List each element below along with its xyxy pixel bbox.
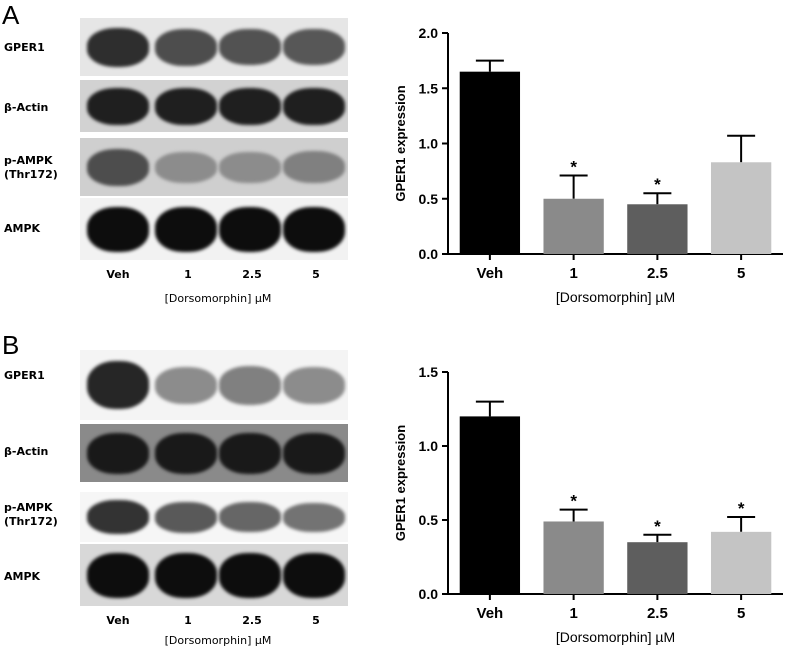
- blot-band: [219, 433, 281, 474]
- y-tick-label: 2.0: [419, 25, 439, 41]
- blot-band: [155, 88, 217, 125]
- blot-strip-gper1: [80, 18, 348, 76]
- bar: [543, 198, 604, 254]
- bar: [627, 542, 688, 594]
- blot-band: [155, 152, 217, 183]
- blot-band: [87, 149, 149, 186]
- blot-row-label-pampk: p-AMPK (Thr172): [4, 501, 58, 528]
- bar-chart-b: 0.0 0.5 1.0 1.5 Veh 1 * 2.5 * 5 * [Dorsomorphin] µM…: [393, 364, 783, 645]
- blot-row-label-actin: β-Actin: [4, 101, 49, 114]
- lane-label: 5: [312, 268, 320, 281]
- blot-band: [219, 152, 281, 183]
- x-tick-label: Veh: [477, 605, 504, 622]
- blot-band: [219, 88, 281, 125]
- x-tick-label: 1: [569, 265, 577, 282]
- blot-band: [283, 151, 345, 183]
- blot-strip-pampk: [80, 138, 348, 196]
- blot-strip-actin: [80, 80, 348, 132]
- lane-label: 2.5: [242, 614, 262, 627]
- blot-band: [283, 553, 345, 598]
- x-tick-label: 5: [737, 605, 745, 622]
- significance-marker: *: [738, 499, 745, 518]
- blot-band: [283, 433, 345, 474]
- blot-band: [219, 366, 281, 405]
- blot-band: [87, 361, 149, 409]
- blot-strip-ampk: [80, 544, 348, 606]
- lane-label: Veh: [106, 614, 130, 627]
- blot-band: [283, 367, 345, 404]
- y-axis-label: GPER1 expression: [393, 425, 408, 541]
- blot-band: [155, 502, 217, 533]
- bar: [459, 71, 521, 254]
- bar: [710, 162, 772, 254]
- blot-x-axis-label: [Dorsomorphin] µM: [164, 634, 272, 647]
- blot-band: [219, 553, 281, 598]
- blot-row-label-ampk: AMPK: [4, 222, 41, 235]
- y-tick-label: 1.5: [419, 364, 439, 380]
- bar-chart-a: 0.0 0.5 1.0 1.5 2.0 Veh 1 * 2.5 * 5 [Dorsomorphin] …: [393, 25, 783, 305]
- x-tick-label: 2.5: [647, 265, 668, 282]
- blot-row-label-gper1: GPER1: [4, 41, 45, 54]
- bar: [627, 204, 688, 254]
- lane-label: 1: [184, 614, 192, 627]
- blot-band: [283, 207, 345, 252]
- blot-band: [87, 500, 149, 534]
- x-tick-label: 5: [737, 265, 745, 282]
- y-tick-label: 0.0: [419, 586, 439, 602]
- panel-a: A GPER1 β-Actin p-AMPK (Thr172) AMPK Veh…: [2, 0, 783, 305]
- blot-band: [155, 207, 217, 252]
- panel-b: B GPER1 β-Actin p-AMPK (Thr172) AMPK Veh…: [0, 326, 793, 652]
- significance-marker: *: [654, 517, 661, 536]
- bar: [543, 521, 604, 594]
- blot-band: [87, 28, 149, 67]
- blot-band: [283, 503, 345, 532]
- blot-band: [219, 207, 281, 252]
- blot-x-axis-label: [Dorsomorphin] µM: [164, 292, 272, 305]
- blot-band: [155, 29, 217, 66]
- blot-strip-ampk: [80, 198, 348, 260]
- y-tick-label: 1.0: [419, 136, 439, 152]
- blot-band: [155, 433, 217, 474]
- blot-strip-actin: [80, 424, 348, 482]
- blot-band: [87, 433, 149, 474]
- blot-band: [155, 367, 217, 404]
- bar: [459, 416, 521, 594]
- y-tick-label: 0.5: [419, 512, 439, 528]
- x-axis-label: [Dorsomorphin] µM: [556, 629, 675, 645]
- blot-row-label-actin: β-Actin: [4, 445, 49, 458]
- panel-letter: A: [2, 0, 20, 30]
- x-tick-label: Veh: [477, 265, 504, 282]
- blot-row-label-ampk: AMPK: [4, 570, 41, 583]
- y-tick-label: 0.0: [419, 246, 439, 262]
- blot-strip-gper1: [80, 350, 348, 420]
- lane-label: Veh: [106, 268, 130, 281]
- blot-band: [87, 88, 149, 125]
- blot-band: [283, 29, 345, 65]
- significance-marker: *: [570, 158, 577, 177]
- blot-band: [87, 207, 149, 252]
- blot-band: [219, 502, 281, 532]
- blot-band: [219, 29, 281, 65]
- panel-letter: B: [2, 330, 20, 360]
- blot-band: [155, 553, 217, 598]
- blot-row-label-pampk: p-AMPK (Thr172): [4, 154, 58, 181]
- y-axis-label: GPER1 expression: [393, 85, 408, 201]
- significance-marker: *: [654, 175, 661, 194]
- y-tick-label: 1.0: [419, 438, 439, 454]
- blot-row-label-gper1: GPER1: [4, 369, 45, 382]
- lane-label: 2.5: [242, 268, 262, 281]
- y-tick-label: 1.5: [419, 80, 439, 96]
- blot-strip-pampk: [80, 492, 348, 542]
- y-tick-label: 0.5: [419, 191, 439, 207]
- x-axis-label: [Dorsomorphin] µM: [556, 289, 675, 305]
- blot-band: [283, 88, 345, 125]
- bar: [710, 531, 772, 594]
- x-tick-label: 1: [569, 605, 577, 622]
- lane-label: 5: [312, 614, 320, 627]
- x-tick-label: 2.5: [647, 605, 668, 622]
- lane-label: 1: [184, 268, 192, 281]
- significance-marker: *: [570, 492, 577, 511]
- blot-band: [87, 553, 149, 598]
